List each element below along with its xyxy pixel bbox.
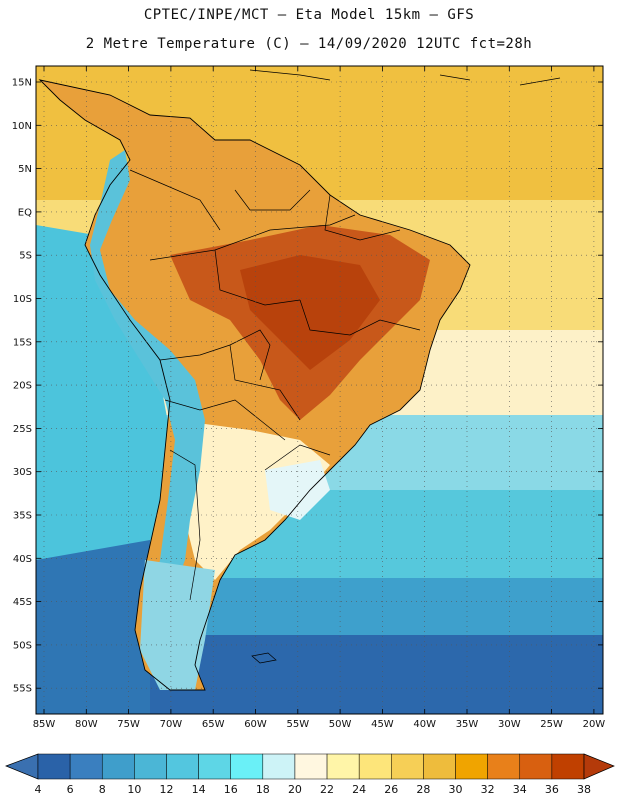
colorbar-label: 16	[223, 783, 238, 796]
colorbar	[5, 753, 615, 780]
colorbar-label: 20	[287, 783, 302, 796]
lon-label: 30W	[498, 719, 521, 730]
colorbar-label: 8	[98, 783, 106, 796]
axis-ticks	[36, 66, 603, 714]
colorbar-swatch	[487, 753, 521, 780]
colorbar-label: 28	[416, 783, 431, 796]
lon-label: 40W	[413, 719, 436, 730]
lon-label: 85W	[33, 719, 56, 730]
colorbar-label: 22	[320, 783, 335, 796]
lat-label: 30S	[13, 467, 32, 478]
colorbar-swatch	[551, 753, 585, 780]
colorbar-label: 18	[255, 783, 270, 796]
colorbar-swatch	[391, 753, 424, 780]
colorbar-swatch	[294, 753, 328, 780]
colorbar-swatch	[101, 753, 135, 780]
andes-cold-ridge	[90, 150, 205, 640]
lat-label: 15S	[13, 337, 32, 348]
lat-label: 55S	[13, 684, 32, 695]
colorbar-label: 34	[512, 783, 527, 796]
lat-label: 5N	[18, 164, 32, 175]
lat-label: 10N	[12, 121, 32, 132]
colorbar-label: 24	[352, 783, 367, 796]
lat-label: 10S	[13, 294, 32, 305]
lat-label: 15N	[12, 78, 32, 89]
colorbar-swatch	[134, 753, 167, 780]
lon-label: 35W	[456, 719, 479, 730]
colorbar-swatch	[198, 753, 231, 780]
coastline	[38, 79, 471, 691]
colorbar-arrow-high	[583, 753, 615, 780]
lon-label: 55W	[286, 719, 309, 730]
lat-label: 35S	[13, 511, 32, 522]
lon-label: 50W	[329, 719, 352, 730]
caribbean-islands	[249, 69, 561, 86]
colorbar-swatch	[230, 753, 264, 780]
falkland-islands	[251, 652, 277, 664]
lat-label: 50S	[13, 640, 32, 651]
lat-labels: 15N 10N 5N EQ 5S 10S 15S 20S 25S 30S 35S 40S 45S 50S 5…	[12, 78, 32, 695]
lon-label: 20W	[583, 719, 606, 730]
title-line-2: 2 Metre Temperature (C) – 14/09/2020 12U…	[85, 36, 533, 52]
lon-label: 70W	[160, 719, 183, 730]
colorbar-label: 10	[127, 783, 142, 796]
lat-label: 5S	[19, 251, 32, 262]
colorbar-label: 14	[191, 783, 206, 796]
colorbar-swatch	[262, 753, 296, 780]
colorbar-label: 32	[480, 783, 495, 796]
colorbar-swatch	[519, 753, 553, 780]
lat-label: 45S	[13, 597, 32, 608]
lon-label: 80W	[75, 719, 98, 730]
colorbar-label: 12	[159, 783, 174, 796]
lon-labels: 85W 80W 75W 70W 65W 60W 55W 50W 45W 40W 35W 30W 25W 2…	[33, 719, 606, 730]
map-frame	[35, 65, 604, 715]
title-line-1: CPTEC/INPE/MCT – Eta Model 15km – GFS	[143, 7, 475, 23]
pacific-cold-water	[36, 540, 150, 714]
lon-label: 25W	[540, 719, 563, 730]
colorbar-swatch	[37, 753, 71, 780]
colorbar-swatch	[326, 753, 360, 780]
colorbar-label: 36	[544, 783, 559, 796]
colorbar-arrow-low	[5, 753, 39, 780]
central-hottest-core	[240, 255, 380, 370]
colorbar-swatch	[423, 753, 456, 780]
lat-label: EQ	[18, 207, 32, 218]
colorbar-label: 6	[66, 783, 74, 796]
lat-label: 40S	[13, 554, 32, 565]
colorbar-label: 26	[384, 783, 399, 796]
colorbar-swatch	[455, 753, 488, 780]
lat-label: 20S	[13, 381, 32, 392]
lon-label: 75W	[117, 719, 140, 730]
colorbar-swatch	[69, 753, 103, 780]
colorbar-label: 38	[577, 783, 591, 796]
lon-label: 60W	[244, 719, 267, 730]
uruguay-cool	[265, 460, 330, 520]
colorbar-swatch	[358, 753, 392, 780]
colorbar-label: 4	[34, 783, 42, 796]
southern-cone-mild	[175, 420, 330, 580]
graticule	[36, 66, 603, 714]
lat-label: 25S	[13, 424, 32, 435]
lon-label: 65W	[202, 719, 225, 730]
lon-label: 45W	[371, 719, 394, 730]
colorbar-label: 30	[448, 783, 463, 796]
colorbar-swatch	[166, 753, 199, 780]
country-borders	[129, 169, 421, 601]
